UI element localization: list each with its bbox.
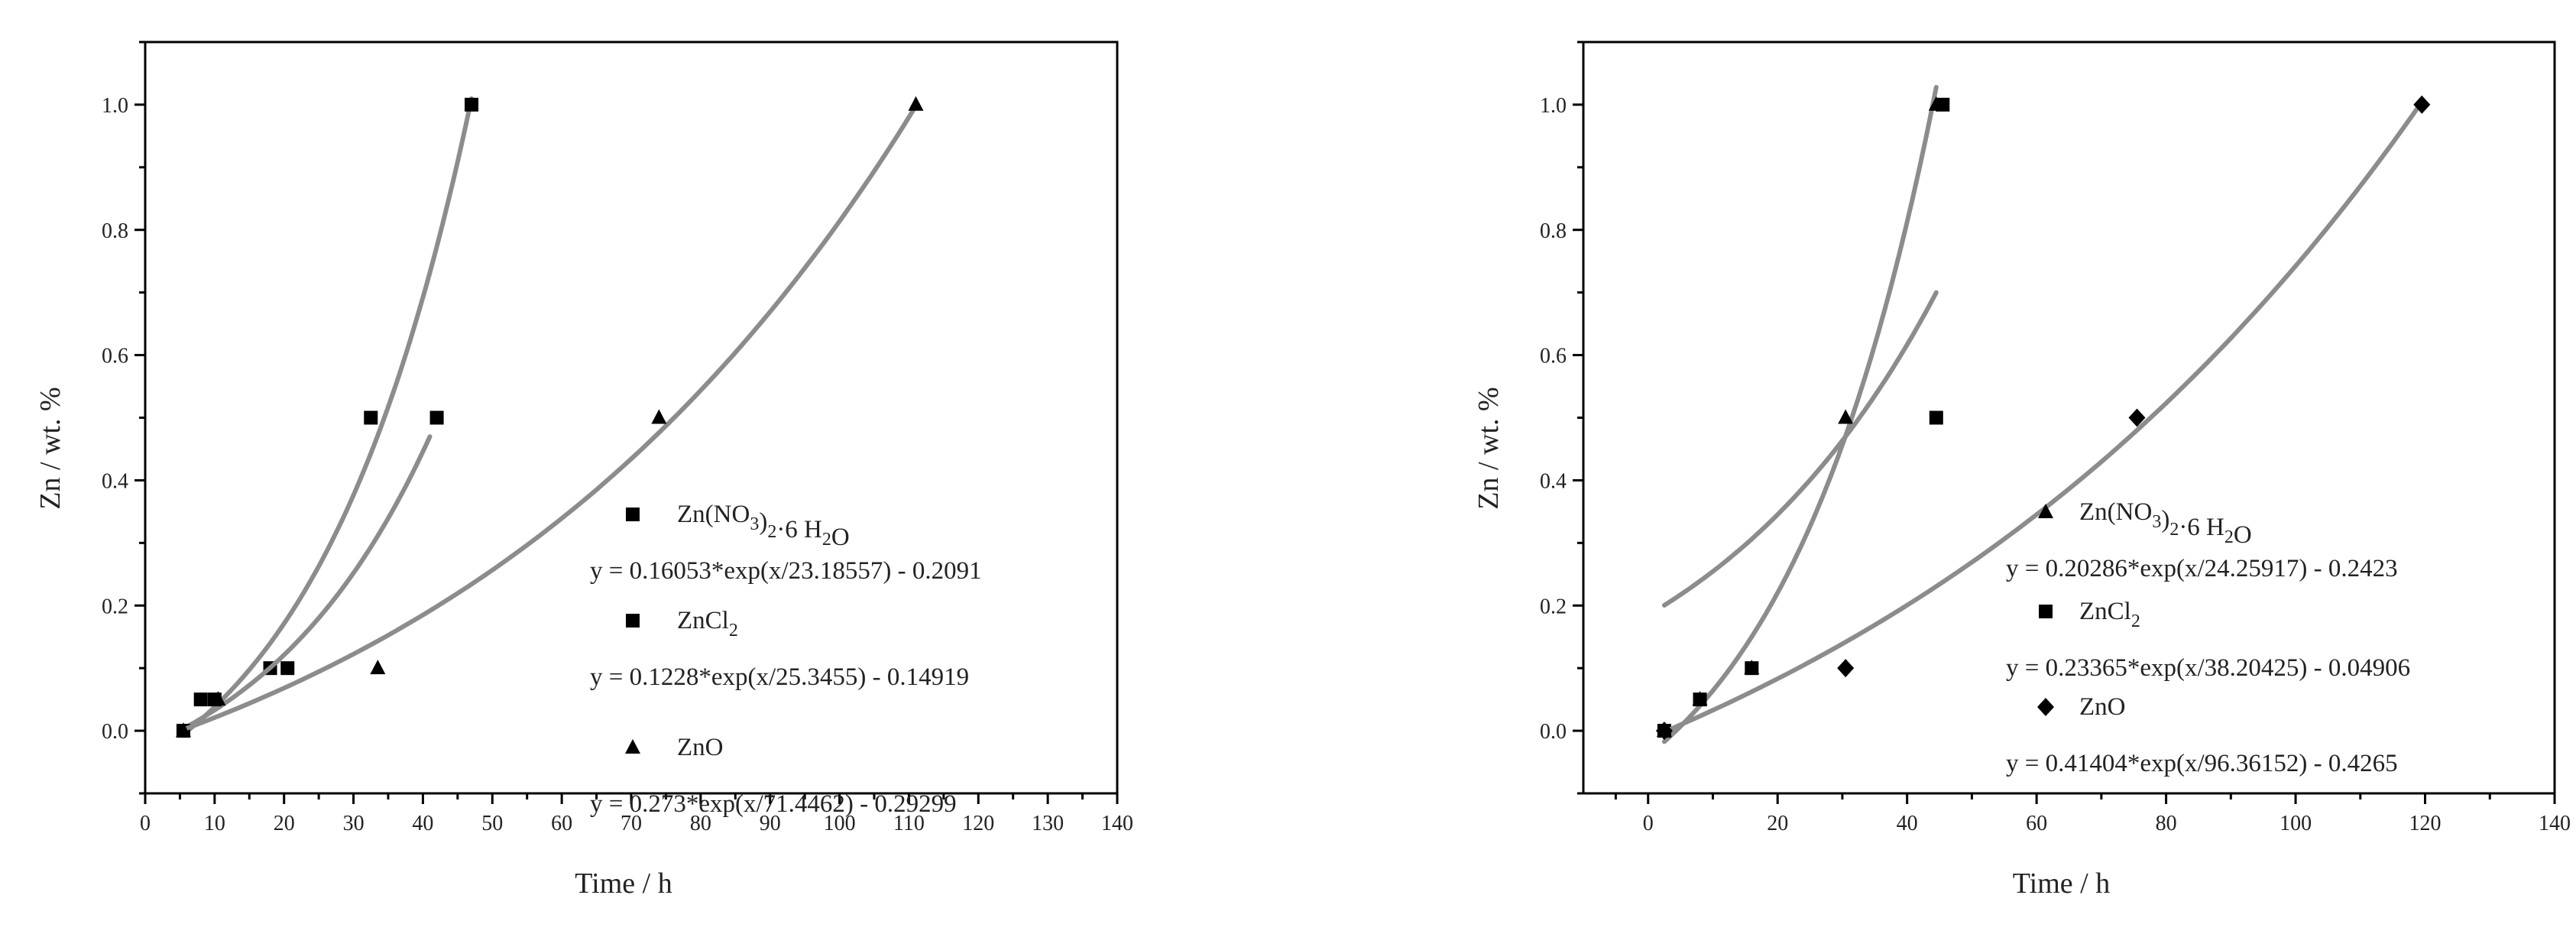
legend-marker bbox=[2037, 698, 2054, 716]
x-tick-label: 10 bbox=[204, 812, 225, 835]
legend-series-name: ZnCl2 bbox=[677, 607, 738, 641]
x-tick-label: 40 bbox=[1897, 812, 1918, 835]
legend-marker bbox=[625, 739, 640, 754]
x-tick-label: 120 bbox=[2409, 812, 2442, 835]
data-point bbox=[193, 692, 208, 707]
y-tick-label: 0.0 bbox=[102, 720, 128, 744]
legend-fit-equation: y = 0.1228*exp(x/25.3455) - 0.14919 bbox=[590, 663, 969, 691]
x-tick-label: 20 bbox=[274, 812, 295, 835]
legend-series-name: Zn(NO3)2·6 H2O bbox=[2079, 498, 2252, 549]
y-tick-label: 0.6 bbox=[1540, 345, 1567, 368]
data-point bbox=[1929, 410, 1943, 425]
x-tick-label: 100 bbox=[2280, 812, 2312, 835]
chart-right: 0 20 40 60 80 100 120 140 0.0 0.2 0.4 0.6 0.8 1.0 Time… bbox=[1473, 41, 2571, 900]
legend-series-name: ZnO bbox=[677, 734, 724, 761]
data-point bbox=[364, 410, 378, 425]
x-tick-label: 0 bbox=[1643, 812, 1654, 835]
legend-series-name: ZnO bbox=[2079, 693, 2126, 721]
y-tick-label: 0.6 bbox=[102, 345, 128, 368]
y-tick-label: 0.4 bbox=[102, 469, 128, 493]
x-tick-label: 140 bbox=[1101, 812, 1133, 835]
x-tick-label: 40 bbox=[412, 812, 433, 835]
fit-curve-series-2 bbox=[1661, 99, 2425, 735]
data-point bbox=[175, 722, 191, 738]
x-axis-label: Time / h bbox=[575, 868, 672, 900]
y-tick-label: 1.0 bbox=[1540, 94, 1567, 118]
x-tick-label: 60 bbox=[551, 812, 572, 835]
data-point bbox=[1745, 661, 1759, 676]
legend-fit-equation: y = 0.23365*exp(x/38.20425) - 0.04906 bbox=[2006, 654, 2410, 682]
legend-fit-equation: y = 0.20286*exp(x/24.25917) - 0.2423 bbox=[2006, 555, 2398, 582]
data-point bbox=[651, 409, 667, 424]
data-point bbox=[429, 410, 444, 425]
x-tick-label: 120 bbox=[962, 812, 994, 835]
data-point bbox=[280, 661, 295, 676]
data-point bbox=[2128, 408, 2146, 427]
fit-curve-series-2 bbox=[181, 103, 919, 732]
x-tick-label: 30 bbox=[343, 812, 365, 835]
fit-curve-series-1 bbox=[1661, 290, 1939, 608]
x-tick-label: 80 bbox=[690, 812, 711, 835]
x-tick-label: 60 bbox=[2026, 812, 2047, 835]
x-tick-label: 50 bbox=[481, 812, 503, 835]
legend-marker bbox=[2038, 504, 2053, 518]
x-tick-label: 70 bbox=[621, 812, 642, 835]
data-point bbox=[210, 691, 226, 706]
y-tick-label: 0.2 bbox=[102, 595, 128, 618]
data-point bbox=[370, 660, 386, 675]
data-point bbox=[465, 97, 479, 112]
x-tick-label: 140 bbox=[2539, 812, 2571, 835]
fit-curve-series-0 bbox=[1661, 85, 1939, 744]
x-tick-label: 80 bbox=[2156, 812, 2177, 835]
chart-left: 0 10 20 30 40 50 60 70 80 90 100 110 120 130 140 0.0 0.2… bbox=[34, 41, 1133, 900]
legend-series-name: ZnCl2 bbox=[2079, 598, 2140, 631]
y-tick-label: 0.8 bbox=[1540, 219, 1567, 243]
data-point bbox=[908, 96, 924, 111]
x-tick-label: 90 bbox=[760, 812, 781, 835]
x-tick-label: 0 bbox=[140, 812, 151, 835]
data-point bbox=[1936, 97, 1950, 112]
x-tick-label: 110 bbox=[893, 812, 925, 835]
data-point bbox=[1838, 409, 1854, 424]
y-axis-label: Zn / wt. % bbox=[1473, 387, 1505, 509]
x-tick-label: 130 bbox=[1032, 812, 1064, 835]
legend-series-name: Zn(NO3)2·6 H2O bbox=[677, 501, 850, 551]
legend-fit-equation: y = 0.16053*exp(x/23.18557) - 0.2091 bbox=[590, 557, 982, 585]
x-tick-label: 20 bbox=[1767, 812, 1788, 835]
fit-curve-series-1 bbox=[181, 434, 433, 731]
legend-marker bbox=[626, 614, 640, 628]
y-tick-label: 0.2 bbox=[1540, 595, 1567, 618]
legend-marker bbox=[626, 508, 640, 521]
data-point bbox=[1693, 692, 1707, 707]
y-axis-label: Zn / wt. % bbox=[34, 387, 66, 509]
legend-fit-equation: y = 0.41404*exp(x/96.36152) - 0.4265 bbox=[2006, 750, 2398, 777]
legend-fit-equation: y = 0.273*exp(x/71.4462) - 0.29299 bbox=[590, 790, 957, 818]
x-tick-label: 100 bbox=[824, 812, 856, 835]
fit-curve-series-0 bbox=[181, 96, 474, 737]
data-point bbox=[1837, 659, 1855, 678]
x-axis-label: Time / h bbox=[2013, 868, 2110, 900]
y-tick-label: 0.4 bbox=[1540, 469, 1567, 493]
y-tick-label: 0.0 bbox=[1540, 720, 1567, 744]
data-point bbox=[1655, 722, 1673, 741]
y-tick-label: 1.0 bbox=[102, 94, 128, 118]
y-tick-label: 0.8 bbox=[102, 219, 128, 243]
legend-marker bbox=[2039, 605, 2053, 618]
data-point bbox=[2413, 95, 2431, 114]
